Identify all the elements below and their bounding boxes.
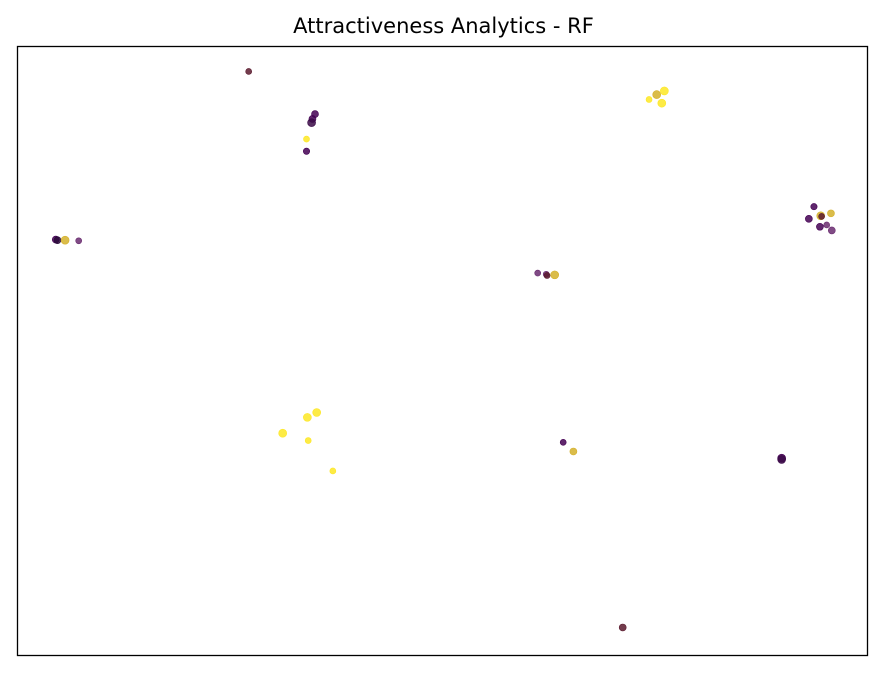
scatter-point-31: [559, 439, 567, 446]
chart-title: Attractiveness Analytics - RF: [293, 14, 594, 38]
scatter-point-28: [278, 428, 288, 438]
scatter-point-0: [245, 68, 252, 75]
points-layer: [51, 68, 836, 632]
scatter-point-25: [818, 213, 825, 220]
scatter-point-24: [827, 226, 836, 235]
scatter-point-34: [777, 455, 786, 464]
scatter-point-11: [53, 236, 62, 244]
scatter-point-26: [312, 408, 322, 417]
scatter-point-16: [550, 270, 560, 280]
scatter-point-5: [302, 147, 310, 155]
scatter-point-3: [307, 118, 316, 127]
scatter-point-18: [810, 203, 818, 211]
scatter-point-12: [60, 235, 70, 245]
axes-frame: [16, 45, 869, 657]
scatter-point-29: [304, 437, 312, 444]
scatter-point-15: [534, 269, 542, 277]
scatter-point-32: [569, 447, 578, 456]
scatter-point-21: [827, 209, 835, 218]
scatter-point-19: [805, 215, 813, 223]
scatter-point-17: [543, 272, 551, 279]
scatter-point-13: [75, 237, 82, 245]
scatter-point-30: [329, 467, 337, 475]
scatter-point-7: [652, 90, 662, 99]
scatter-point-4: [303, 135, 310, 143]
scatter-point-6: [657, 98, 667, 108]
scatter-point-22: [816, 222, 824, 231]
scatter-point-35: [618, 623, 627, 632]
scatter-point-9: [645, 96, 653, 103]
scatter-point-8: [660, 86, 669, 96]
scatter-point-23: [823, 221, 831, 229]
scatter-point-27: [303, 413, 312, 422]
